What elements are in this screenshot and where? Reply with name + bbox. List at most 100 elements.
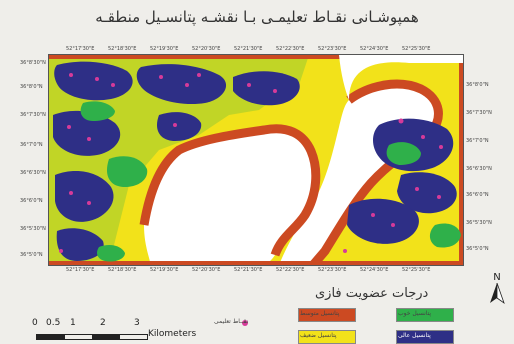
high-zone [97, 245, 125, 262]
top-longitude-ticks: 52°17'30"E 52°18'30"E 52°19'30"E 52°20'3… [48, 46, 462, 52]
tick-label: 36°7'0"N [466, 138, 489, 144]
tick-label: 52°25'30"E [402, 267, 431, 273]
training-point[interactable] [173, 123, 177, 127]
very-high-zone [347, 198, 419, 244]
training-point[interactable] [247, 83, 251, 87]
left-latitude-ticks: 36°8'30"N 36°8'0"N 36°7'30"N 36°7'0"N 36… [20, 54, 48, 264]
scale-label: 0 [32, 318, 38, 328]
tick-label: 36°5'0"N [20, 252, 43, 258]
tick-label: 36°5'0"N [466, 246, 489, 252]
very-high-zone [53, 110, 121, 156]
training-point[interactable] [391, 223, 395, 227]
high-zone [106, 156, 148, 187]
very-high-zone [136, 64, 227, 105]
tick-label: 52°22'30"E [276, 267, 305, 273]
tick-label: 52°19'30"E [150, 267, 179, 273]
tick-label: 36°5'30"N [466, 220, 492, 226]
tick-label: 36°7'0"N [20, 142, 43, 148]
training-point[interactable] [87, 201, 91, 205]
tick-label: 52°20'30"E [192, 46, 221, 52]
tick-label: 52°19'30"E [150, 46, 179, 52]
legend-title: درجات عضویت فازی [315, 286, 429, 301]
tick-label: 36°6'0"N [466, 192, 489, 198]
tick-label: 52°22'30"E [276, 46, 305, 52]
scale-label: 1 [70, 318, 76, 328]
tick-label: 36°8'30"N [20, 60, 46, 66]
tick-label: 52°25'30"E [402, 46, 431, 52]
very-high-zone [56, 228, 104, 261]
tick-label: 52°20'30"E [192, 267, 221, 273]
training-point[interactable] [59, 249, 63, 253]
scale-unit: Kilometers [148, 329, 197, 339]
training-points [59, 73, 443, 253]
high-zone-west [49, 55, 309, 265]
training-point[interactable] [439, 145, 443, 149]
tick-label: 36°8'0"N [466, 82, 489, 88]
potential-map-canvas [49, 55, 463, 265]
training-point[interactable] [111, 83, 115, 87]
legend-label-weak: پتانسیل ضعیف [300, 332, 337, 339]
training-point[interactable] [421, 135, 425, 139]
tick-label: 52°21'30"E [234, 46, 263, 52]
tick-label: 52°23'30"E [318, 267, 347, 273]
scale-label: 2 [100, 318, 106, 328]
very-high-zone [233, 71, 300, 106]
training-point[interactable] [69, 73, 73, 77]
tick-label: 36°5'30"N [20, 226, 46, 232]
tick-label: 36°6'30"N [466, 166, 492, 172]
training-point[interactable] [273, 89, 277, 93]
training-point[interactable] [343, 249, 347, 253]
very-high-zone [156, 112, 202, 141]
scale-bar: 0 0.5 1 2 3 Kilometers [30, 318, 210, 342]
tick-label: 36°6'0"N [20, 198, 43, 204]
training-point-legend-icon [242, 320, 248, 326]
tick-label: 36°7'30"N [466, 110, 492, 116]
training-point[interactable] [197, 73, 201, 77]
high-zone [80, 101, 115, 121]
high-zone [386, 142, 421, 165]
low-zone-band-west [139, 124, 321, 257]
training-point[interactable] [67, 125, 71, 129]
north-label: N [493, 272, 501, 283]
high-zone [429, 223, 461, 248]
tick-label: 52°17'30"E [66, 267, 95, 273]
very-high-zone [397, 172, 457, 214]
tick-label: 52°18'30"E [108, 267, 137, 273]
no-data-west [144, 128, 316, 265]
training-point[interactable] [437, 195, 441, 199]
training-point[interactable] [398, 118, 404, 124]
tick-label: 36°8'0"N [20, 84, 43, 90]
legend-swatch-moderate [298, 308, 356, 322]
training-point[interactable] [185, 83, 189, 87]
potential-map[interactable] [48, 54, 464, 266]
tick-label: 52°18'30"E [108, 46, 137, 52]
no-data-north [339, 55, 463, 100]
scale-label: 0.5 [46, 318, 61, 328]
training-point[interactable] [159, 75, 163, 79]
north-arrow-icon [490, 282, 505, 305]
map-title: همپوشـانی نقـاط تعلیمـی بـا نقشـه پتانسـ… [95, 8, 419, 26]
tick-label: 52°21'30"E [234, 267, 263, 273]
scale-rule [36, 334, 148, 340]
north-arrow: N [488, 272, 506, 306]
training-point[interactable] [87, 137, 91, 141]
training-point-legend-label: نقــاط تعلیمی [214, 318, 249, 325]
bottom-longitude-ticks: 52°17'30"E 52°18'30"E 52°19'30"E 52°20'3… [48, 267, 462, 273]
training-point[interactable] [69, 191, 73, 195]
right-latitude-ticks: 36°8'0"N 36°7'30"N 36°7'0"N 36°6'30"N 36… [466, 54, 496, 264]
tick-label: 52°17'30"E [66, 46, 95, 52]
training-point[interactable] [95, 77, 99, 81]
training-point[interactable] [415, 187, 419, 191]
tick-label: 52°23'30"E [318, 46, 347, 52]
very-high-zone [54, 61, 133, 101]
tick-label: 52°24'30"E [360, 46, 389, 52]
training-point[interactable] [371, 213, 375, 217]
legend-label-good: پتانسیل خوب [398, 310, 432, 317]
tick-label: 36°6'30"N [20, 170, 46, 176]
very-high-zone [55, 171, 114, 222]
legend-swatch-good [396, 308, 454, 322]
legend-label-moderate: پتانسیل متوسط [300, 310, 340, 317]
scale-label: 3 [134, 318, 140, 328]
tick-label: 36°7'30"N [20, 112, 46, 118]
legend-label-excellent: پتانسیل عالی [398, 332, 431, 339]
